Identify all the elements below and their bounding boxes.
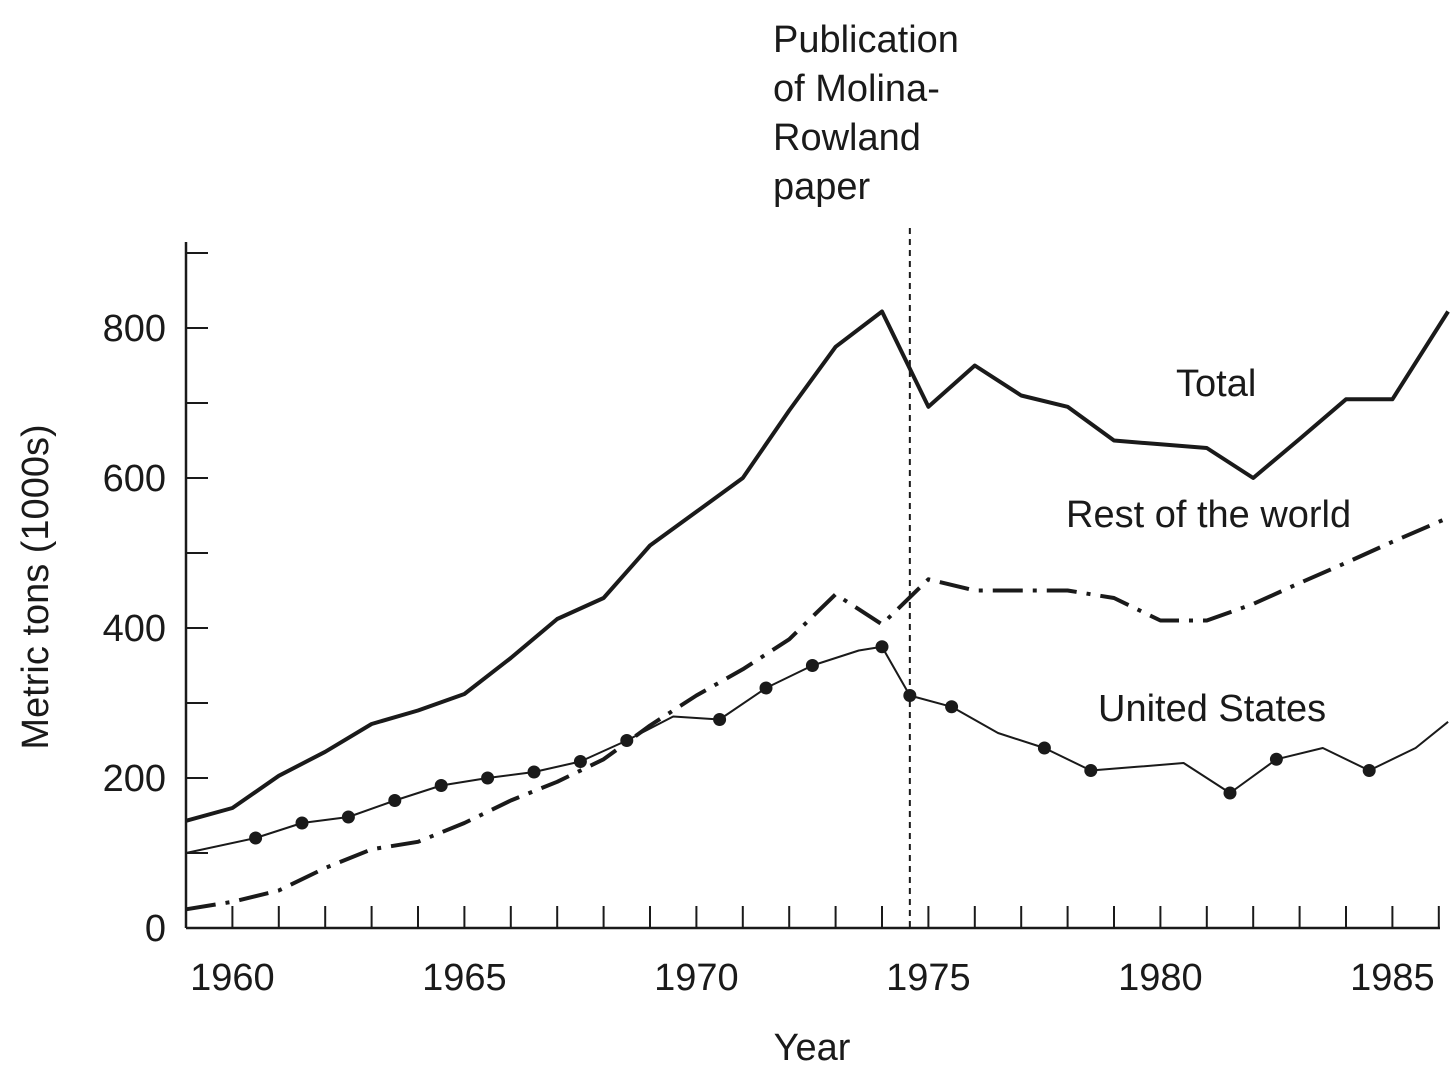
annotation-line-4: paper — [773, 166, 871, 208]
data-point-united-states — [434, 779, 448, 792]
data-point-united-states — [341, 810, 355, 824]
data-point-united-states — [713, 713, 727, 726]
series-label-total: Total — [1176, 363, 1256, 405]
annotation-line-3: Rowland — [773, 117, 921, 159]
annotation-line-1: Publication — [773, 19, 959, 61]
data-point-united-states — [527, 765, 541, 779]
x-tick-label: 1975 — [886, 957, 971, 999]
data-point-united-states — [1037, 741, 1051, 755]
data-point-united-states — [388, 794, 402, 807]
data-point-united-states — [1223, 786, 1237, 800]
series-line-rest-of-the-world — [185, 515, 1449, 912]
x-tick-label: 1965 — [422, 957, 507, 999]
data-point-united-states — [1269, 752, 1283, 766]
y-tick-label: 0 — [145, 908, 166, 950]
data-point-united-states — [295, 816, 309, 830]
ticks: 0 200 400 600 800 1960 1965 1970 1975 1980 1985 — [103, 252, 1440, 999]
x-tick-label: 1960 — [190, 957, 275, 999]
data-point-united-states — [573, 755, 587, 768]
y-tick-label: 200 — [103, 758, 166, 800]
series-layer — [185, 228, 1450, 928]
data-point-united-states — [875, 640, 889, 654]
data-point-united-states — [1084, 764, 1098, 777]
y-tick-label: 600 — [103, 458, 166, 500]
data-point-united-states — [903, 689, 917, 702]
data-point-united-states — [1362, 764, 1376, 777]
data-point-united-states — [805, 659, 819, 672]
x-axis-title: Year — [774, 1027, 851, 1069]
series-label-united-states: United States — [1098, 688, 1326, 730]
y-tick-label: 400 — [103, 608, 166, 650]
series-label-rest-of-world: Rest of the world — [1066, 494, 1351, 536]
data-point-united-states — [759, 681, 773, 695]
axes — [184, 242, 1440, 930]
x-tick-label: 1985 — [1350, 957, 1435, 999]
data-point-united-states — [481, 771, 495, 785]
data-point-united-states — [945, 700, 959, 714]
y-axis-title: Metric tons (1000s) — [15, 424, 57, 749]
annotation-line-2: of Molina- — [773, 68, 940, 110]
data-point-united-states — [249, 831, 263, 845]
y-tick-label: 800 — [103, 308, 166, 350]
series-line-united-states — [185, 645, 1449, 854]
x-tick-label: 1980 — [1118, 957, 1203, 999]
data-point-united-states — [620, 734, 634, 747]
x-tick-label: 1970 — [654, 957, 739, 999]
series-line-total — [185, 309, 1450, 823]
